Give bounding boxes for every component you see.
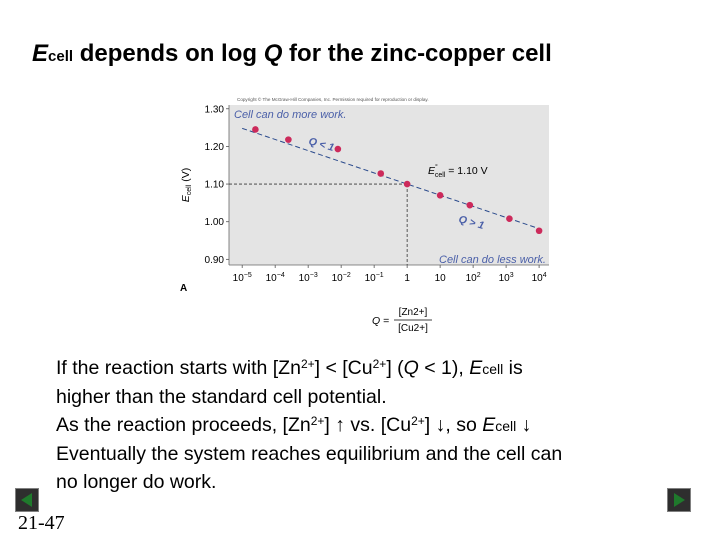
page-number: 21-47 [18, 512, 65, 534]
title-q: Q [263, 40, 283, 67]
y-tick-label: 1.10 [205, 180, 225, 191]
data-point [403, 180, 411, 188]
body-line-2: higher than the standard cell potential. [56, 386, 387, 408]
x-tick-label: 102 [466, 272, 481, 284]
annotation-standard-potential: E° cell = 1.10 V [428, 163, 488, 179]
data-point [506, 215, 513, 222]
slide-title: Ecell depends on log Q for the zinc-copp… [32, 40, 552, 68]
data-point [334, 145, 342, 153]
annotation-less-work: Cell can do less work. [439, 254, 546, 266]
next-slide-button[interactable] [667, 488, 691, 512]
data-point [285, 136, 292, 143]
triangle-left-icon [21, 493, 32, 507]
ecell-vs-q-chart: Copyright © The McGraw-Hill Companies, I… [180, 96, 549, 334]
x-tick-label: 10−4 [266, 272, 285, 284]
data-point [535, 227, 543, 235]
plot-area [229, 105, 549, 265]
panel-label: A [180, 283, 187, 294]
y-tick-label: 1.00 [205, 217, 225, 228]
previous-slide-button[interactable] [15, 488, 39, 512]
data-point [436, 192, 444, 199]
x-axis-label-numerator: [Zn2+] [399, 307, 428, 318]
body-line-3: As the reaction proceeds, [Zn2+] ↑ vs. [… [56, 414, 532, 436]
x-tick-label: 10−1 [365, 272, 384, 284]
copyright-line: Copyright © The McGraw-Hill Companies, I… [237, 96, 429, 102]
trend-line [242, 127, 540, 230]
x-tick-label: 10−2 [332, 272, 351, 284]
x-tick-label: 10−3 [299, 272, 318, 284]
data-point [252, 126, 259, 133]
body-line-1: If the reaction starts with [Zn2+] < [Cu… [56, 357, 523, 379]
x-tick-label: 10 [435, 273, 447, 284]
annotation-more-work: Cell can do more work. [234, 109, 347, 121]
title-e: E [32, 40, 49, 67]
y-tick-label: 1.30 [205, 104, 225, 115]
x-axis-label-denominator: [Cu2+] [398, 323, 428, 334]
title-text-1: depends on log [73, 40, 264, 67]
data-point [377, 170, 385, 177]
body-line-4: Eventually the system reaches equilibriu… [56, 443, 563, 465]
title-text-2: for the zinc-copper cell [282, 40, 552, 67]
y-tick-label: 1.20 [205, 142, 225, 153]
y-axis-label: Ecell (V) [180, 168, 193, 202]
data-point [466, 201, 474, 209]
x-tick-label: 103 [499, 272, 514, 284]
body-text: If the reaction starts with [Zn2+] < [Cu… [56, 354, 706, 496]
title-e-subscript: cell [48, 48, 74, 65]
triangle-right-icon [674, 493, 685, 507]
x-tick-label: 104 [532, 272, 547, 284]
x-axis-label-q: Q = [372, 315, 389, 327]
body-line-5: no longer do work. [56, 471, 217, 493]
x-tick-label: 10−5 [233, 272, 252, 284]
y-tick-label: 0.90 [205, 255, 225, 266]
x-tick-label: 1 [404, 273, 410, 284]
